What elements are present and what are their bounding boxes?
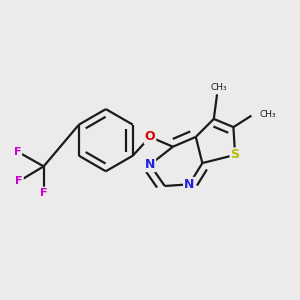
Text: F: F xyxy=(14,147,21,157)
Text: CH₃: CH₃ xyxy=(210,83,227,92)
Text: O: O xyxy=(145,130,155,143)
Text: N: N xyxy=(184,178,194,191)
Text: F: F xyxy=(15,176,23,186)
Text: N: N xyxy=(145,158,155,171)
Text: S: S xyxy=(231,148,240,161)
Text: F: F xyxy=(40,188,47,197)
Text: CH₃: CH₃ xyxy=(260,110,276,118)
